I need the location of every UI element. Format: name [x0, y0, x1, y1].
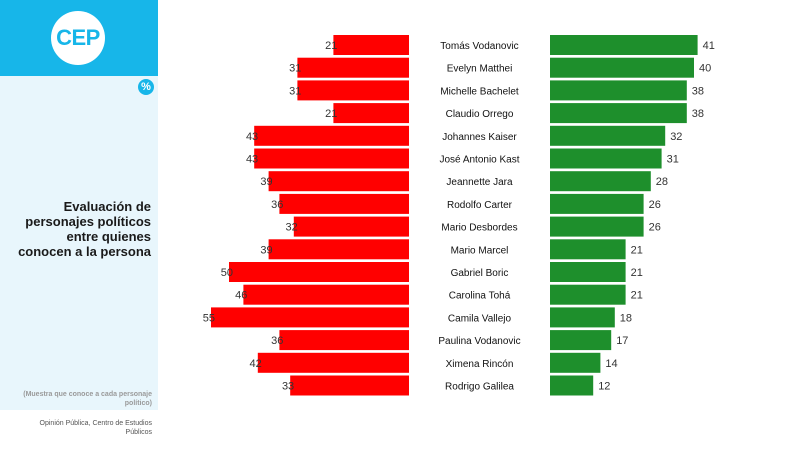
- category-label: Rodolfo Carter: [447, 200, 513, 211]
- positive-bar: [550, 35, 698, 55]
- positive-bar: [550, 216, 644, 237]
- positive-value-label: 21: [631, 290, 643, 302]
- logo-text: CEP: [56, 25, 100, 50]
- negative-value-label: 43: [246, 131, 258, 143]
- positive-value-label: 14: [605, 358, 617, 370]
- negative-bar: [268, 171, 409, 192]
- positive-bar: [550, 239, 626, 260]
- negative-value-label: 39: [260, 244, 272, 256]
- negative-bar: [279, 193, 409, 214]
- positive-value-label: 32: [670, 131, 682, 143]
- negative-bar: [243, 284, 409, 305]
- category-label: Mario Marcel: [451, 245, 509, 256]
- category-label: Camila Vallejo: [448, 313, 512, 324]
- positive-value-label: 38: [692, 108, 704, 120]
- category-label: Carolina Tohá: [449, 291, 511, 302]
- negative-bar: [333, 35, 409, 55]
- positive-bar: [550, 330, 612, 351]
- positive-value-label: 26: [649, 199, 661, 211]
- positive-bar: [550, 193, 644, 214]
- percent-icon: %: [138, 79, 154, 95]
- source-credit: Opinión Pública, Centro de Estudios Públ…: [39, 420, 152, 436]
- category-label: Paulina Vodanovic: [438, 336, 520, 347]
- negative-value-label: 21: [325, 40, 337, 52]
- positive-value-label: 17: [616, 335, 628, 347]
- brand-header: CEP: [0, 0, 158, 76]
- category-label: Claudio Orrego: [446, 109, 514, 120]
- negative-bar: [279, 330, 409, 351]
- negative-value-label: 33: [282, 381, 294, 393]
- positive-bar: [550, 284, 626, 305]
- positive-bar: [550, 103, 687, 124]
- negative-bar: [211, 307, 409, 328]
- negative-value-label: 43: [246, 154, 258, 166]
- sample-note: (Muestra que conoce a cada personaje pol…: [23, 391, 152, 407]
- negative-value-label: 21: [325, 108, 337, 120]
- negative-value-label: 31: [289, 85, 301, 97]
- positive-bar: [550, 125, 666, 146]
- positive-value-label: 18: [620, 312, 632, 324]
- positive-bar: [550, 80, 687, 101]
- sidebar-panel: CEP %: [0, 0, 158, 410]
- negative-bar: [257, 352, 409, 373]
- positive-bar: [550, 262, 626, 282]
- positive-value-label: 12: [598, 381, 610, 393]
- negative-value-label: 36: [271, 335, 283, 347]
- category-label: Mario Desbordes: [441, 223, 517, 234]
- category-label: Rodrigo Galilea: [445, 382, 514, 393]
- category-label: José Antonio Kast: [439, 155, 519, 166]
- positive-value-label: 31: [667, 154, 679, 166]
- negative-value-label: 50: [221, 267, 233, 279]
- negative-value-label: 55: [203, 312, 215, 324]
- negative-bar: [293, 216, 409, 237]
- positive-bar: [550, 352, 601, 373]
- category-label: Michelle Bachelet: [440, 86, 519, 97]
- cep-logo: CEP: [51, 11, 105, 65]
- category-label: Tomás Vodanovic: [440, 41, 518, 52]
- positive-bar: [550, 171, 651, 192]
- negative-bar: [297, 80, 409, 101]
- category-label: Gabriel Boric: [451, 268, 509, 279]
- negative-bar: [333, 103, 409, 124]
- positive-value-label: 28: [656, 176, 668, 188]
- category-label: Ximena Rincón: [446, 359, 514, 370]
- positive-value-label: 40: [699, 63, 711, 75]
- positive-bar: [550, 307, 615, 328]
- negative-bar: [229, 262, 409, 282]
- positive-value-label: 26: [649, 222, 661, 234]
- category-label: Johannes Kaiser: [442, 132, 517, 143]
- positive-value-label: 41: [703, 40, 715, 52]
- negative-bar: [254, 148, 409, 169]
- negative-value-label: 32: [286, 222, 298, 234]
- negative-value-label: 31: [289, 63, 301, 75]
- chart-title: Evaluación de personajes políticos entre…: [18, 199, 151, 259]
- negative-value-label: 46: [235, 290, 247, 302]
- positive-bar: [550, 148, 662, 169]
- positive-value-label: 21: [631, 244, 643, 256]
- negative-value-label: 42: [250, 358, 262, 370]
- positive-value-label: 21: [631, 267, 643, 279]
- negative-bar: [297, 57, 409, 78]
- positive-value-label: 38: [692, 85, 704, 97]
- negative-bar: [268, 239, 409, 260]
- negative-value-label: 39: [260, 176, 272, 188]
- negative-bar: [290, 375, 409, 396]
- negative-bar: [254, 125, 409, 146]
- category-label: Evelyn Matthei: [447, 64, 513, 75]
- positive-bar: [550, 375, 594, 396]
- negative-value-label: 36: [271, 199, 283, 211]
- category-label: Jeannette Jara: [446, 177, 513, 188]
- positive-bar: [550, 57, 694, 78]
